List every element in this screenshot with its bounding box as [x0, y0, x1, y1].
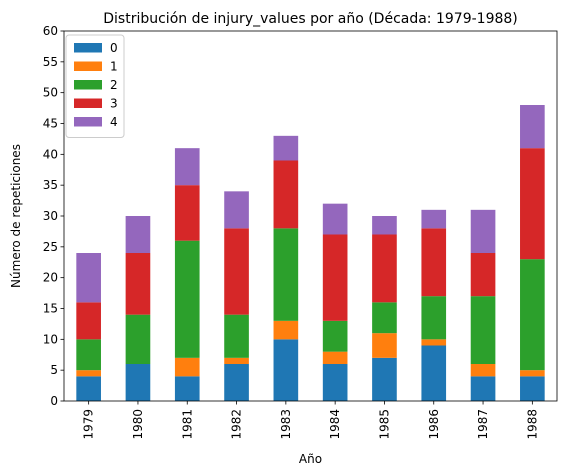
legend-label-0: 0 — [110, 41, 118, 55]
x-tick-label: 1983 — [279, 409, 293, 440]
bar-1983-series-4 — [273, 135, 299, 161]
y-tick-label: 45 — [43, 117, 58, 131]
bar-1983-series-0 — [273, 339, 299, 401]
y-tick-label: 55 — [43, 55, 58, 69]
bar-1988-series-2 — [520, 259, 545, 371]
y-tick-label: 30 — [43, 209, 58, 223]
bar-1981-series-0 — [174, 376, 200, 401]
legend-label-3: 3 — [110, 97, 118, 111]
y-tick-label: 20 — [43, 271, 58, 285]
y-tick-label: 35 — [43, 178, 58, 192]
x-tick-label: 1987 — [476, 409, 490, 440]
chart-title: Distribución de injury_values por año (D… — [103, 11, 518, 27]
bar-1986-series-3 — [421, 228, 447, 297]
x-tick-label: 1980 — [131, 409, 145, 440]
legend: 0 1 2 3 4 — [65, 34, 125, 138]
bar-1981-series-2 — [174, 240, 200, 358]
y-tick-label: 50 — [43, 86, 58, 100]
x-axis-title: Año — [299, 452, 322, 466]
bar-1979-series-2 — [76, 339, 101, 371]
bar-1979-series-4 — [76, 253, 101, 303]
bar-1979-series-1 — [76, 370, 101, 377]
bar-1986-series-4 — [421, 209, 447, 229]
bar-1982-series-1 — [224, 357, 249, 364]
bar-1984-series-3 — [322, 234, 348, 321]
x-tick-label: 1988 — [525, 409, 539, 440]
x-tick-label: 1982 — [230, 409, 244, 440]
bar-1985-series-1 — [372, 333, 397, 358]
x-tick-label: 1986 — [427, 409, 441, 440]
bar-1987-series-3 — [470, 253, 496, 297]
bar-1984-series-1 — [322, 351, 348, 364]
bar-1987-series-4 — [470, 209, 496, 253]
legend-swatch-2 — [74, 80, 102, 90]
bar-1986-series-2 — [421, 296, 447, 340]
x-tick-label: 1985 — [377, 409, 391, 440]
bar-1987-series-2 — [470, 296, 496, 364]
bar-1981-series-3 — [174, 185, 200, 241]
y-axis-title: Número de repeticiones — [9, 144, 23, 288]
y-tick-label: 5 — [50, 363, 58, 377]
bar-1980-series-0 — [125, 364, 151, 401]
bar-1979-series-0 — [76, 376, 101, 401]
bar-1982-series-4 — [224, 191, 249, 229]
bar-1979-series-3 — [76, 302, 101, 340]
bar-1985-series-3 — [372, 234, 397, 303]
y-tick-label: 15 — [43, 302, 58, 316]
x-tick-label: 1979 — [82, 409, 96, 440]
bar-1988-series-4 — [520, 105, 545, 149]
legend-swatch-3 — [74, 98, 102, 108]
bar-1980-series-4 — [125, 216, 151, 253]
legend-label-1: 1 — [110, 60, 118, 74]
bar-1985-series-0 — [372, 357, 397, 401]
bar-1981-series-1 — [174, 357, 200, 377]
bar-1980-series-3 — [125, 253, 151, 315]
bar-1987-series-1 — [470, 364, 496, 377]
y-tick-label: 25 — [43, 240, 58, 254]
bar-1982-series-0 — [224, 364, 249, 401]
bar-1984-series-0 — [322, 364, 348, 401]
bar-1987-series-0 — [470, 376, 496, 401]
bar-1983-series-1 — [273, 320, 299, 340]
bar-1986-series-1 — [421, 339, 447, 346]
legend-swatch-0 — [74, 43, 102, 53]
bar-1984-series-2 — [322, 320, 348, 352]
legend-label-4: 4 — [110, 115, 118, 129]
legend-swatch-1 — [74, 61, 102, 71]
bar-1984-series-4 — [322, 203, 348, 235]
bar-1983-series-2 — [273, 228, 299, 321]
bar-1986-series-0 — [421, 345, 447, 401]
y-tick-label: 0 — [50, 394, 58, 408]
bar-1988-series-0 — [520, 376, 545, 401]
x-tick-label: 1984 — [328, 409, 342, 440]
bar-1985-series-2 — [372, 302, 397, 334]
legend-swatch-4 — [74, 117, 102, 127]
bar-1981-series-4 — [174, 148, 200, 186]
bar-1980-series-2 — [125, 314, 151, 364]
y-tick-label: 40 — [43, 147, 58, 161]
bar-1985-series-4 — [372, 216, 397, 235]
x-tick-label: 1981 — [180, 409, 194, 440]
y-tick-label: 10 — [43, 332, 58, 346]
bar-1983-series-3 — [273, 160, 299, 229]
bar-1982-series-3 — [224, 228, 249, 315]
y-tick-label: 60 — [43, 24, 58, 38]
bar-1988-series-3 — [520, 148, 545, 260]
bar-1982-series-2 — [224, 314, 249, 358]
bar-1988-series-1 — [520, 370, 545, 377]
legend-label-2: 2 — [110, 78, 118, 92]
